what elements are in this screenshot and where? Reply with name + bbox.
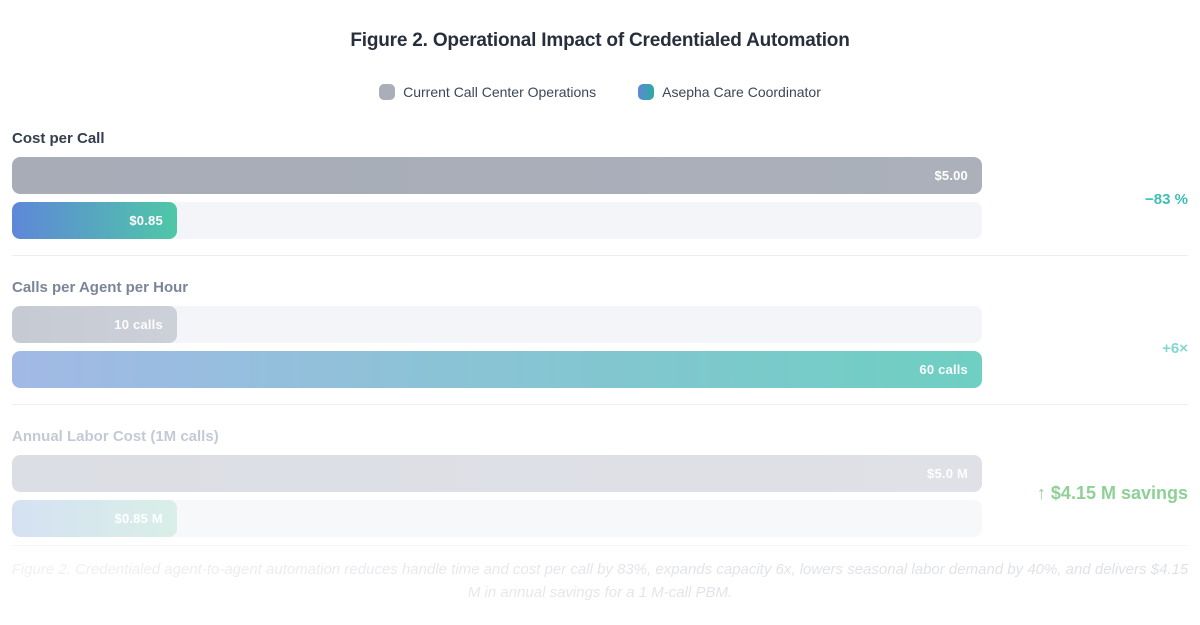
chart-title: Figure 2. Operational Impact of Credenti… — [350, 30, 850, 51]
bar-track: $5.00 — [12, 157, 982, 194]
change-annotation: +6× — [1162, 340, 1188, 357]
figure-caption: Figure 2. Credentialed agent-to-agent au… — [10, 558, 1190, 604]
legend-label-current: Current Call Center Operations — [403, 84, 597, 100]
group-label: Annual Labor Cost (1M calls) — [12, 428, 219, 445]
metric-group-calls-per-agent: Calls per Agent per Hour 10 calls 60 cal… — [12, 279, 1188, 388]
bar-track: 60 calls — [12, 351, 982, 388]
legend-item-asepha: Asepha Care Coordinator — [638, 84, 821, 100]
bar-value: $5.00 — [934, 168, 968, 183]
divider — [12, 255, 1188, 256]
metric-group-cost-per-call: Cost per Call $5.00 $0.85 −83 % — [12, 130, 1188, 239]
bar-asepha-labor-cost: $0.85 M — [12, 500, 177, 537]
legend-item-current: Current Call Center Operations — [379, 84, 596, 100]
bar-asepha-cost: $0.85 — [12, 202, 177, 239]
bar-current-labor-cost: $5.0 M — [12, 455, 982, 492]
bar-track: $0.85 M — [12, 500, 982, 537]
bar-value: 10 calls — [114, 317, 163, 332]
group-label: Calls per Agent per Hour — [12, 279, 189, 296]
group-label: Cost per Call — [12, 130, 105, 147]
legend: Current Call Center Operations Asepha Ca… — [0, 84, 1200, 100]
legend-swatch-gradient-icon — [638, 84, 655, 100]
change-annotation: −83 % — [1145, 191, 1188, 208]
bar-current-cost: $5.00 — [12, 157, 982, 194]
divider — [12, 404, 1188, 405]
bar-value: $0.85 M — [114, 511, 163, 526]
metric-group-annual-labor-cost: Annual Labor Cost (1M calls) $5.0 M $0.8… — [12, 428, 1188, 537]
bar-current-calls: 10 calls — [12, 306, 177, 343]
bar-value: $0.85 — [129, 213, 163, 228]
savings-annotation: ↑ $4.15 M savings — [1036, 483, 1188, 503]
legend-label-asepha: Asepha Care Coordinator — [662, 84, 821, 100]
bar-track: $0.85 — [12, 202, 982, 239]
bar-asepha-calls: 60 calls — [12, 351, 982, 388]
bar-value: $5.0 M — [927, 466, 968, 481]
bar-track: 10 calls — [12, 306, 982, 343]
bar-track: $5.0 M — [12, 455, 982, 492]
bar-value: 60 calls — [919, 362, 968, 377]
divider — [12, 545, 1188, 546]
legend-swatch-gray-icon — [379, 84, 396, 100]
